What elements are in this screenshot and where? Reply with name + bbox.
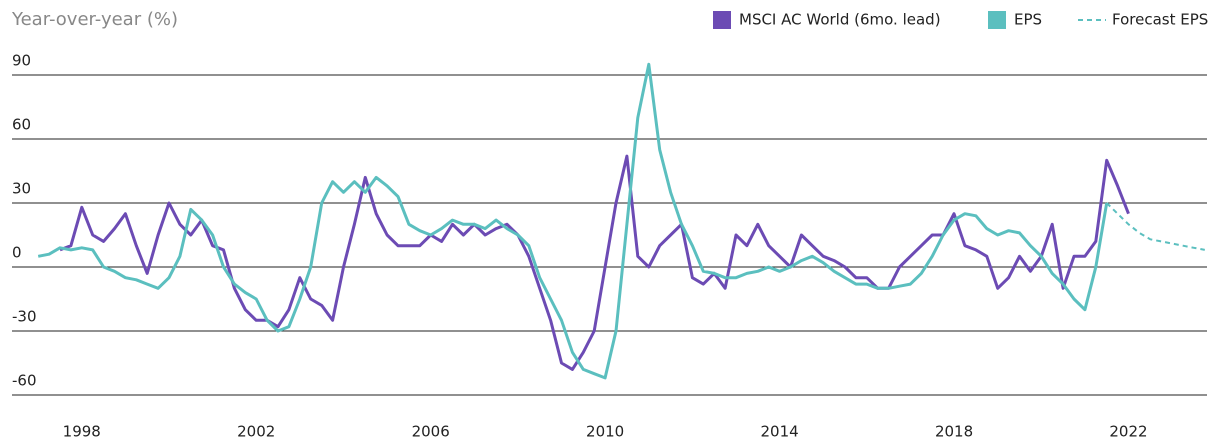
x-tick-label: 2002 bbox=[237, 423, 275, 441]
legend-label: MSCI AC World (6mo. lead) bbox=[739, 11, 941, 29]
y-tick-label: 30 bbox=[12, 180, 31, 198]
legend-label: Forecast EPS bbox=[1112, 11, 1208, 29]
x-tick-label: 1998 bbox=[63, 423, 101, 441]
series-line bbox=[59, 154, 1130, 371]
series-line bbox=[1105, 202, 1205, 251]
x-tick-label: 2018 bbox=[935, 423, 973, 441]
x-tick-label: 2006 bbox=[412, 423, 450, 441]
y-tick-label: -60 bbox=[12, 372, 37, 390]
legend-swatch bbox=[988, 11, 1006, 29]
x-tick-label: 2014 bbox=[760, 423, 798, 441]
y-tick-label: 0 bbox=[12, 244, 22, 262]
y-tick-label: 60 bbox=[12, 116, 31, 134]
x-tick-label: 2022 bbox=[1109, 423, 1147, 441]
y-tick-label: 90 bbox=[12, 52, 31, 70]
chart-title: Year-over-year (%) bbox=[11, 9, 178, 30]
y-tick-label: -30 bbox=[12, 308, 37, 326]
legend-swatch bbox=[713, 11, 731, 29]
series-line bbox=[37, 62, 1109, 380]
x-tick-label: 2010 bbox=[586, 423, 624, 441]
legend-label: EPS bbox=[1014, 11, 1042, 29]
